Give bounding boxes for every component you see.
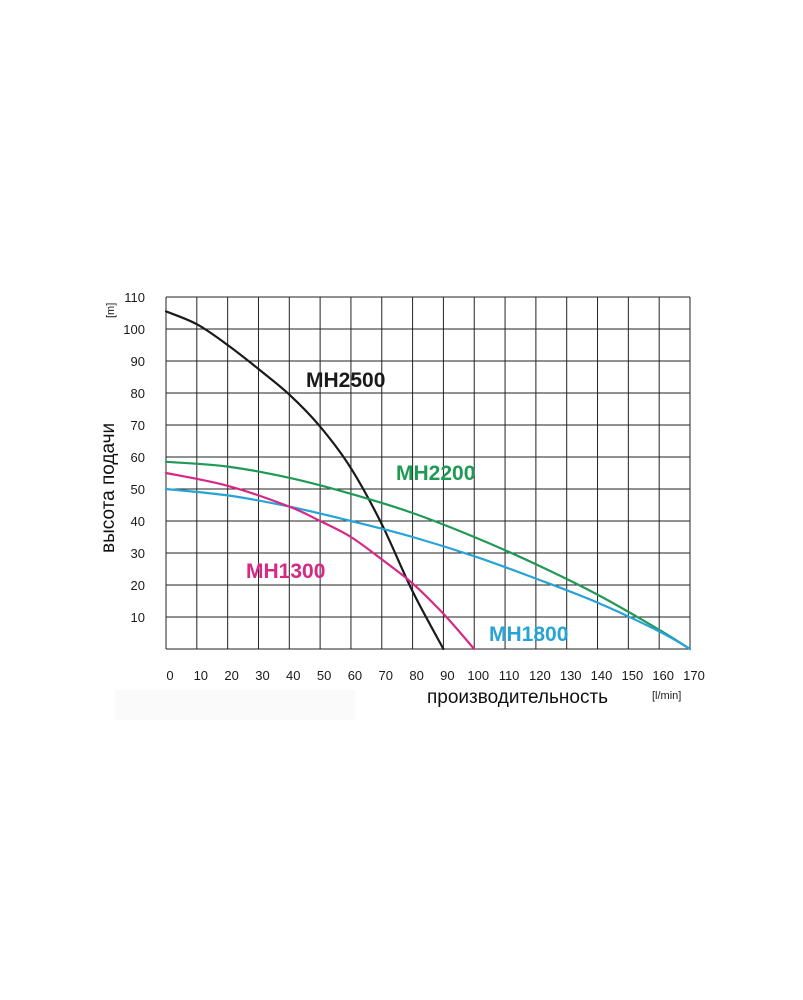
x-tick-label: 80 xyxy=(409,668,423,683)
x-tick-label: 130 xyxy=(560,668,582,683)
series-lines xyxy=(164,310,692,651)
y-axis-unit: [m] xyxy=(105,303,117,318)
x-tick-label: 10 xyxy=(194,668,208,683)
series-line-mh1800 xyxy=(164,487,692,651)
y-tick-label: 90 xyxy=(131,354,145,369)
x-tick-label: 160 xyxy=(652,668,674,683)
x-tick-label: 90 xyxy=(440,668,454,683)
series-line-mh2200 xyxy=(164,460,692,651)
x-tick-label: 70 xyxy=(379,668,393,683)
series-label-mh2200: MH2200 xyxy=(396,462,475,485)
x-tick-label: 140 xyxy=(591,668,613,683)
series-label-mh1300: MH1300 xyxy=(246,560,325,583)
x-axis-unit: [l/min] xyxy=(652,690,681,702)
y-tick-label: 50 xyxy=(131,482,145,497)
x-tick-label: 30 xyxy=(255,668,269,683)
x-tick-label: 40 xyxy=(286,668,300,683)
series-line-mh1300 xyxy=(164,471,476,651)
y-tick-label: 60 xyxy=(131,450,145,465)
y-tick-label: 110 xyxy=(124,290,145,305)
y-tick-label: 70 xyxy=(131,418,145,433)
series-line-mh2500 xyxy=(164,310,445,651)
x-tick-label: 50 xyxy=(317,668,331,683)
x-axis-label: производительность xyxy=(427,687,608,708)
axis-titles: производительность [l/min] высота подачи… xyxy=(98,303,681,708)
x-tick-label: 20 xyxy=(224,668,238,683)
y-tick-label: 40 xyxy=(131,514,145,529)
y-tick-label: 30 xyxy=(131,546,145,561)
series-label-mh1800: MH1800 xyxy=(489,623,568,646)
y-tick-label: 20 xyxy=(131,578,145,593)
x-tick-label: 120 xyxy=(529,668,551,683)
x-tick-label: 170 xyxy=(683,668,705,683)
y-tick-label: 10 xyxy=(131,610,145,625)
x-tick-label: 60 xyxy=(348,668,362,683)
y-tick-label: 100 xyxy=(123,322,145,337)
x-tick-label: 110 xyxy=(499,668,520,683)
series-label-mh2500: MH2500 xyxy=(306,369,385,392)
x-tick-label: 0 xyxy=(166,668,173,683)
x-tick-label: 100 xyxy=(467,668,489,683)
x-tick-label: 150 xyxy=(622,668,644,683)
y-axis-label: высота подачи xyxy=(98,423,119,553)
tick-labels: 0 10 20 30 40 50 60 70 80 90 100 110 120 130 140 150 160… xyxy=(123,290,705,683)
y-tick-label: 80 xyxy=(131,386,145,401)
series-labels: MH2500 MH2200 MH1800 MH1300 xyxy=(246,369,568,646)
